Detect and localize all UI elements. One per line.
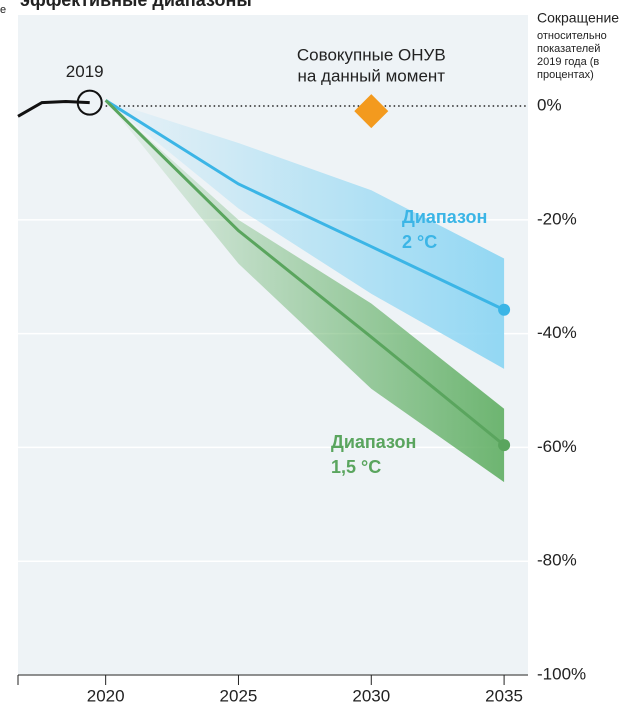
range-band [105,100,505,369]
y-tick-label: 0% [537,96,562,115]
y-tick-label: -20% [537,209,577,228]
series-label: Диапазон [402,207,487,227]
year-label: 2019 [66,62,104,81]
series-line [104,99,506,447]
year-circle [76,89,103,116]
marker-label: Совокупные ОНУВ [297,45,446,64]
plot-background [18,15,528,675]
series-label: 1,5 °C [331,457,381,477]
y-label: Сокращение [537,10,619,26]
marker-label: на данный момент [297,66,445,85]
x-tick-label: 2025 [220,686,258,705]
y-note: 2019 года (в [537,56,599,68]
series-line [104,99,505,312]
y-note: показателей [537,43,600,55]
series-label: 2 °C [402,232,437,252]
chart-title: эффективные диапазоны [20,0,252,10]
end-dot [498,439,511,452]
range-band [105,100,505,483]
ndc-marker [354,94,389,129]
y-tick-label: -40% [537,323,577,342]
left-fragment: е [0,4,6,16]
y-tick-label: -100% [537,664,586,683]
y-note: относительно [537,30,607,42]
x-tick-label: 2030 [352,686,390,705]
y-note: процентах) [537,69,594,81]
x-tick-label: 2035 [485,686,523,705]
y-tick-label: -60% [537,437,577,456]
y-tick-label: -80% [537,551,577,570]
end-dot [498,303,511,316]
series-label: Диапазон [331,432,416,452]
x-tick-label: 2020 [87,686,125,705]
